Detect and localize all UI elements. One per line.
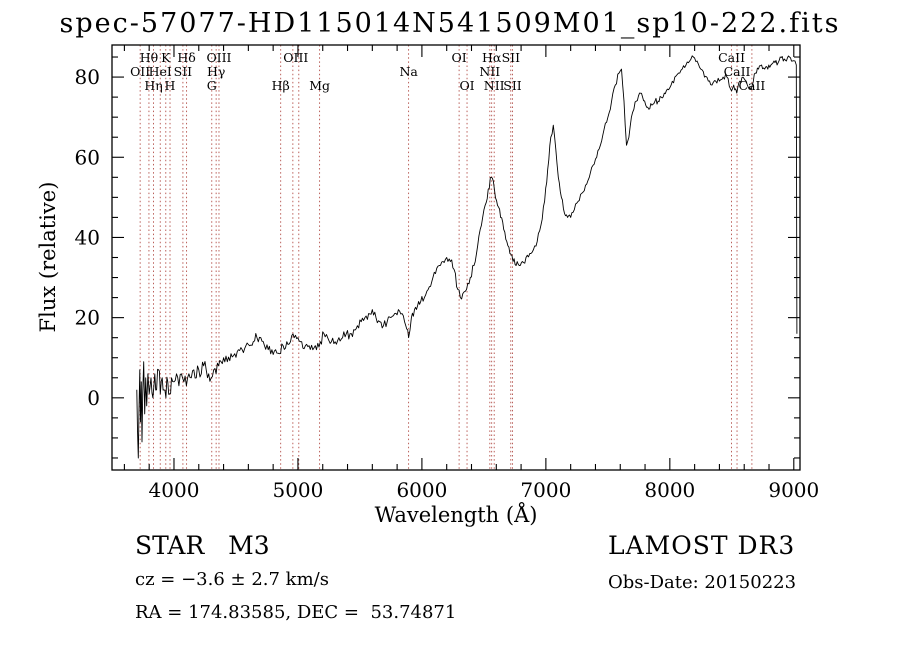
line-label: Hγ — [207, 64, 225, 79]
obs-date-label: Obs-Date: 20150223 — [608, 572, 797, 593]
line-label: NII — [484, 78, 505, 93]
x-tick-label: 7000 — [520, 478, 571, 502]
x-tick-label: 6000 — [396, 478, 447, 502]
line-label: OII — [130, 64, 150, 79]
line-label: G — [207, 78, 217, 93]
axis-ticks — [112, 45, 800, 470]
x-axis-label: Wavelength (Å) — [375, 502, 538, 527]
line-label: Hθ — [140, 50, 158, 65]
line-label: SII — [503, 78, 522, 93]
line-label: Mg — [309, 78, 330, 93]
line-label: OI — [452, 50, 467, 65]
line-label: CaII — [718, 50, 745, 65]
line-label: H — [165, 78, 176, 93]
line-label: SII — [502, 50, 521, 65]
cz-velocity-label: cz = −3.6 ± 2.7 km/s — [135, 569, 329, 590]
line-label: Na — [399, 64, 418, 79]
line-label: OIII — [283, 50, 308, 65]
x-tick-label: 9000 — [768, 478, 819, 502]
survey-label: LAMOST DR3 — [608, 531, 796, 560]
line-label: OIII — [206, 50, 231, 65]
spectral-line-markers — [139, 45, 753, 470]
x-tick-label: 5000 — [272, 478, 323, 502]
y-tick-label: 80 — [75, 65, 100, 89]
line-label: CaII — [724, 64, 751, 79]
line-label: CaII — [738, 78, 765, 93]
line-label: Hδ — [177, 50, 195, 65]
y-tick-label: 0 — [87, 386, 100, 410]
axis-tick-labels: 4000 5000 6000 7000 8000 9000 0 20 40 60 80 — [75, 65, 820, 502]
ra-dec-label: RA = 174.83585, DEC = 53.74871 — [135, 602, 457, 623]
line-label: SII — [174, 64, 193, 79]
y-tick-label: 60 — [75, 145, 100, 169]
line-label: Hβ — [272, 78, 290, 93]
line-label: K — [161, 50, 171, 65]
plot-title: spec-57077-HD115014N541509M01_sp10-222.f… — [59, 8, 841, 39]
y-tick-label: 40 — [75, 225, 100, 249]
y-tick-label: 20 — [75, 306, 100, 330]
line-label: NII — [479, 64, 500, 79]
line-label: OI — [459, 78, 474, 93]
x-tick-label: 4000 — [149, 478, 200, 502]
line-label: Hα — [482, 50, 502, 65]
line-label: Hη — [144, 78, 162, 93]
x-tick-label: 8000 — [644, 478, 695, 502]
line-label: HeI — [149, 64, 172, 79]
plot-border — [111, 44, 801, 471]
spectrum-trace — [136, 55, 798, 459]
object-class-label: STAR M3 — [135, 531, 270, 560]
y-axis-label: Flux (relative) — [36, 182, 60, 333]
